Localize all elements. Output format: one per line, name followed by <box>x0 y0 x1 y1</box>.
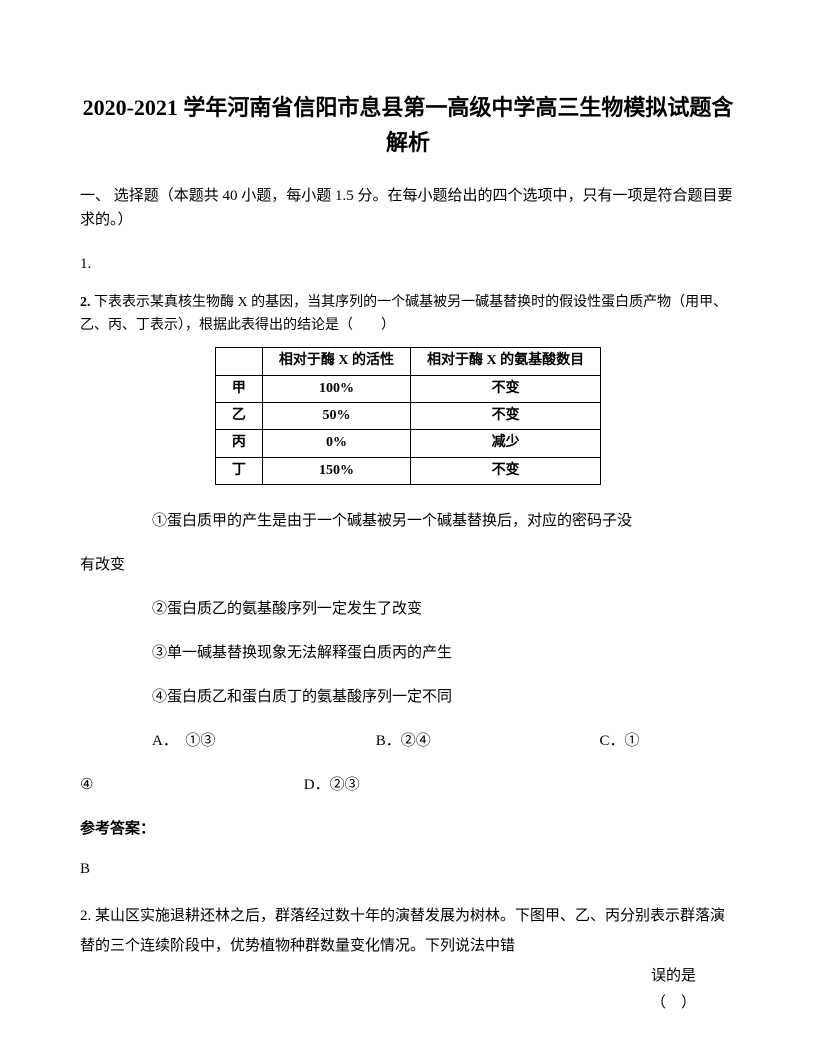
answer-label: 参考答案： <box>80 817 736 841</box>
question-2-text: 某山区实施退耕还林之后，群落经过数十年的演替发展为树林。下图甲、乙、丙分别表示群… <box>80 908 725 954</box>
table-cell: 不变 <box>411 457 601 484</box>
options-row-1: A． ①③ B．②④ C．① <box>80 729 736 753</box>
statement-3: ③单一碱基替换现象无法解释蛋白质丙的产生 <box>80 641 736 665</box>
table-cell: 100% <box>262 375 410 402</box>
question-2-trail: 误的是 <box>80 961 736 991</box>
statement-1b: 有改变 <box>80 553 736 577</box>
table-cell: 乙 <box>215 402 262 429</box>
table-cell: 150% <box>262 457 410 484</box>
option-c: C．① <box>600 729 640 753</box>
option-a: A． ①③ <box>152 729 372 753</box>
option-c2: ④ <box>80 773 300 797</box>
table-row: 乙 50% 不变 <box>215 402 600 429</box>
table-cell: 丙 <box>215 430 262 457</box>
table-header-row: 相对于酶 X 的活性 相对于酶 X 的氨基酸数目 <box>215 348 600 375</box>
table-cell: 减少 <box>411 430 601 457</box>
question-1-stem-text: 下表表示某真核生物酶 X 的基因，当其序列的一个碱基被另一碱基替换时的假设性蛋白… <box>80 295 727 332</box>
table-header-cell: 相对于酶 X 的活性 <box>262 348 410 375</box>
table-cell: 不变 <box>411 402 601 429</box>
table-cell: 丁 <box>215 457 262 484</box>
options-row-2: ④ D．②③ <box>80 773 736 797</box>
question-1-stem: 2. 下表表示某真核生物酶 X 的基因，当其序列的一个碱基被另一碱基替换时的假设… <box>80 292 736 337</box>
question-1-table: 相对于酶 X 的活性 相对于酶 X 的氨基酸数目 甲 100% 不变 乙 50%… <box>215 347 601 485</box>
option-d: D．②③ <box>304 773 360 797</box>
statement-2: ②蛋白质乙的氨基酸序列一定发生了改变 <box>80 597 736 621</box>
table-cell: 不变 <box>411 375 601 402</box>
question-2: 2. 某山区实施退耕还林之后，群落经过数十年的演替发展为树林。下图甲、乙、丙分别… <box>80 901 736 961</box>
section-header: 一、 选择题（本题共 40 小题，每小题 1.5 分。在每小题给出的四个选项中，… <box>80 184 736 232</box>
statement-4: ④蛋白质乙和蛋白质丁的氨基酸序列一定不同 <box>80 685 736 709</box>
table-row: 丙 0% 减少 <box>215 430 600 457</box>
option-b: B．②④ <box>376 729 596 753</box>
question-1-sub-number: 2. <box>80 295 91 310</box>
table-row: 甲 100% 不变 <box>215 375 600 402</box>
table-header-cell: 相对于酶 X 的氨基酸数目 <box>411 348 601 375</box>
question-2-paren: （ ） <box>80 991 736 1015</box>
answer-value: B <box>80 857 736 881</box>
table-cell: 甲 <box>215 375 262 402</box>
table-cell: 50% <box>262 402 410 429</box>
document-title: 2020-2021 学年河南省信阳市息县第一高级中学高三生物模拟试题含解析 <box>80 90 736 160</box>
table-cell: 0% <box>262 430 410 457</box>
question-1-number: 1. <box>80 252 736 276</box>
table-header-cell <box>215 348 262 375</box>
question-2-number: 2. <box>80 908 91 924</box>
statement-1a: ①蛋白质甲的产生是由于一个碱基被另一个碱基替换后，对应的密码子没 <box>80 509 736 533</box>
table-row: 丁 150% 不变 <box>215 457 600 484</box>
